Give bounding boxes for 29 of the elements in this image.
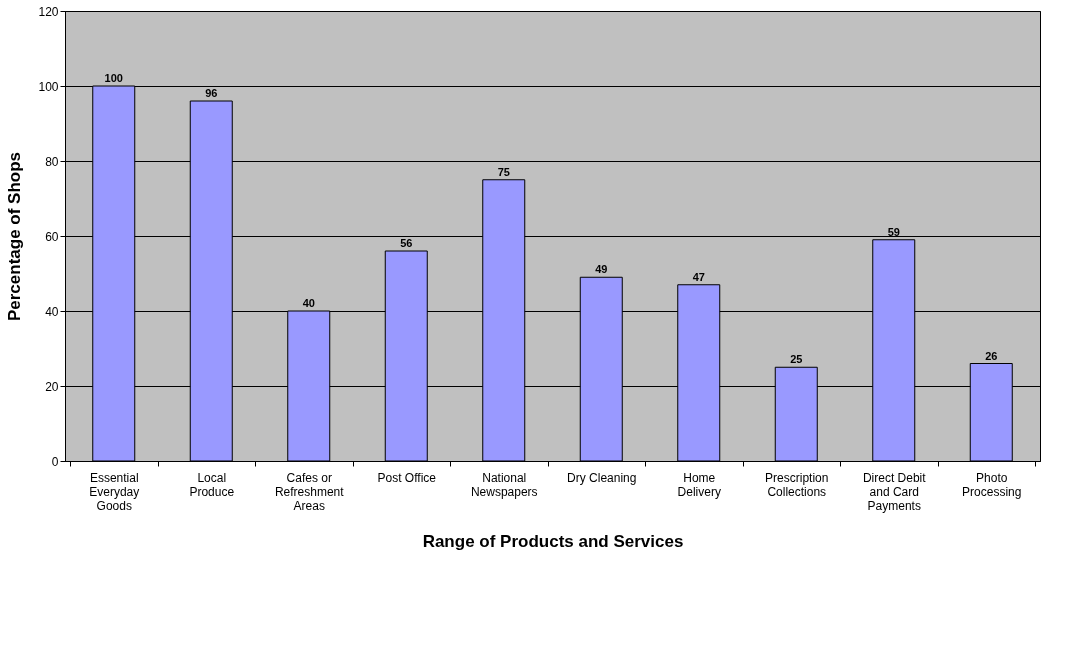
x-axis-title: Range of Products and Services bbox=[422, 531, 684, 551]
data-label: 75 bbox=[497, 165, 510, 178]
x-tick-label: Direct Debit and Card Payments bbox=[862, 470, 927, 513]
data-label: 25 bbox=[790, 353, 803, 366]
y-tick-label: 20 bbox=[45, 379, 59, 394]
x-tick-label: Post Office bbox=[377, 470, 437, 485]
y-axis-title: Percentage of Shops bbox=[5, 151, 25, 322]
data-label: 100 bbox=[104, 72, 123, 84]
x-tick-label: Dry Cleaning bbox=[567, 470, 637, 485]
y-tick-label: 100 bbox=[38, 79, 59, 94]
x-tick-label: Photo Processing bbox=[962, 470, 1022, 499]
data-label: 47 bbox=[692, 270, 705, 283]
x-tick-label: Cafes or Refreshment Areas bbox=[274, 470, 345, 513]
data-label: 40 bbox=[302, 297, 315, 309]
data-label: 49 bbox=[595, 263, 608, 276]
y-tick-label: 40 bbox=[45, 304, 59, 319]
data-label: 96 bbox=[205, 87, 218, 99]
x-tick-label: National Newspapers bbox=[470, 470, 538, 499]
y-tick-label: 120 bbox=[38, 4, 59, 19]
data-label: 26 bbox=[985, 349, 998, 362]
data-label: 59 bbox=[887, 225, 900, 238]
data-label: 56 bbox=[400, 237, 413, 249]
x-tick-label: Local Produce bbox=[189, 470, 235, 499]
x-tick-label: Prescription Collections bbox=[765, 470, 829, 499]
y-tick-label: 60 bbox=[45, 229, 59, 244]
y-tick-label: 0 bbox=[51, 454, 59, 469]
x-tick-label: Essential Everyday Goods bbox=[89, 470, 140, 513]
x-tick-label: Home Delivery bbox=[677, 470, 721, 499]
y-tick-label: 80 bbox=[45, 154, 59, 169]
